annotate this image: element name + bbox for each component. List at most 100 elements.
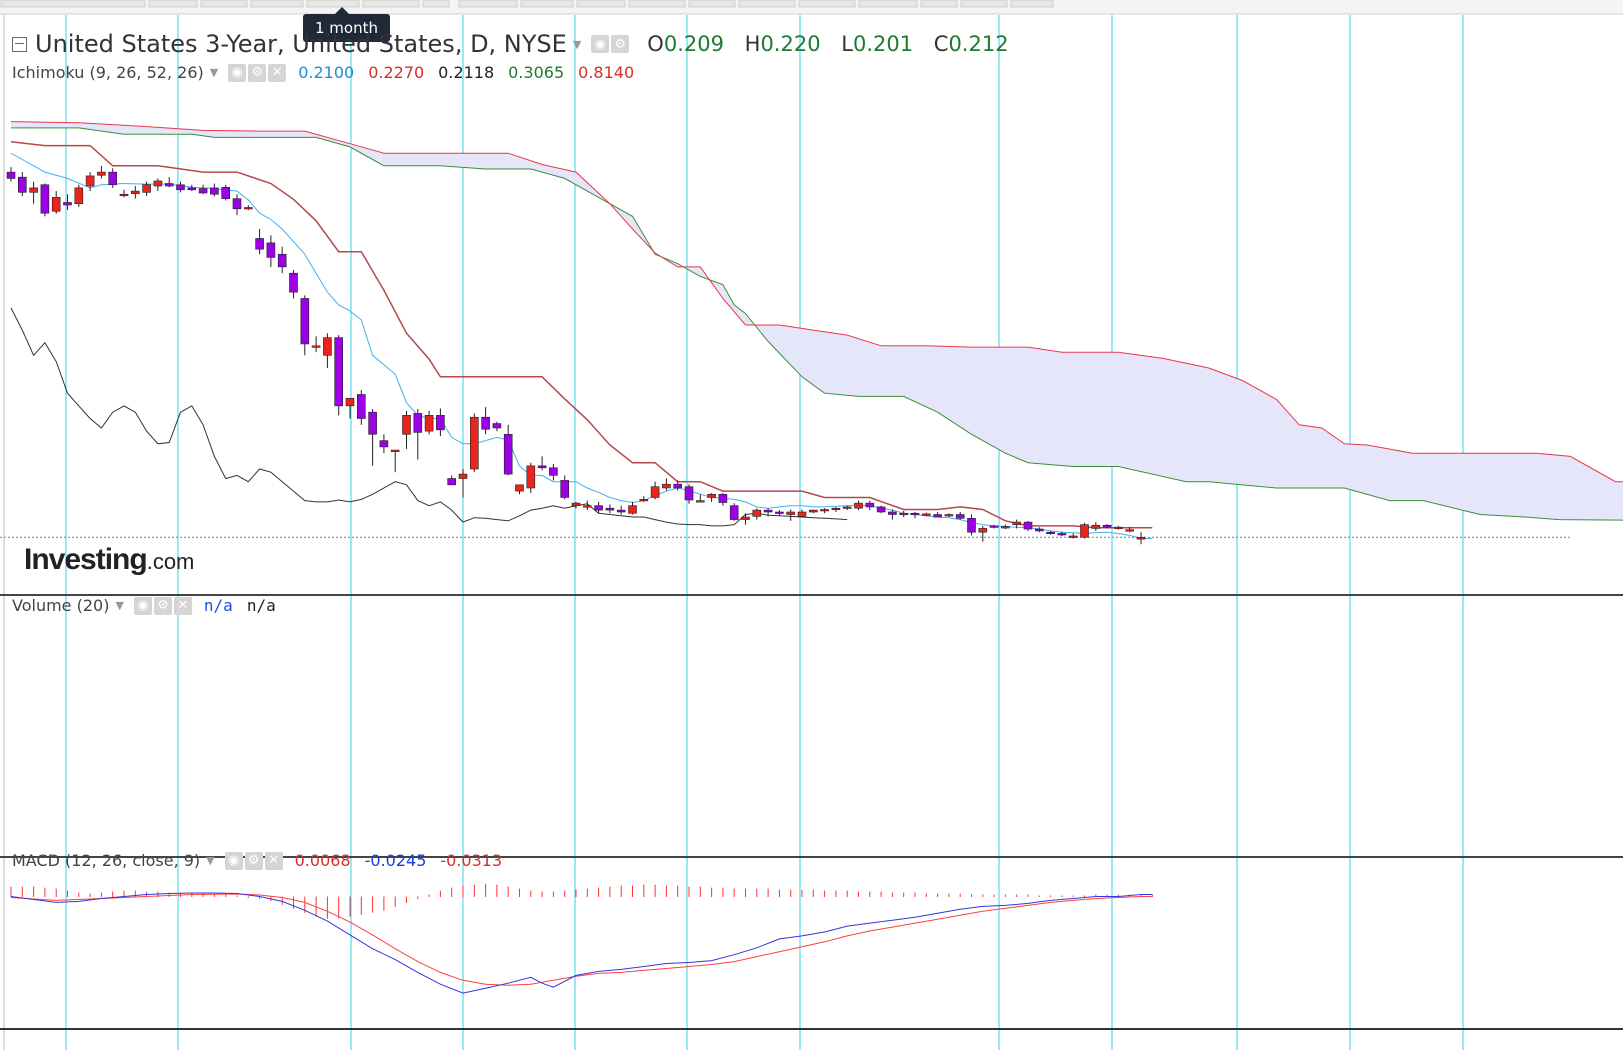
candle-body [255,238,264,250]
candle [673,480,683,491]
candle [447,475,457,486]
toolbar-button[interactable] [576,0,626,8]
ohlc-high-label: H [744,32,761,56]
candle-body [695,500,705,503]
gear-icon[interactable]: ⚙ [244,851,263,870]
candle-body [6,171,16,179]
candle [379,434,389,454]
candle-body [582,505,592,508]
candle [402,410,411,449]
candle [944,513,954,518]
candle-body [492,423,502,429]
candle-body [933,514,942,518]
toolbar-button[interactable] [920,0,958,8]
cloud-fill [11,121,1623,521]
candle [97,165,106,179]
candle [797,509,807,518]
candle [436,408,445,437]
candle [1035,527,1044,533]
candle-body [503,433,513,475]
candle-body [876,506,886,513]
candle [515,484,524,495]
toolbar-button[interactable] [250,0,304,8]
candle-body [323,337,332,356]
span-b-line [10,121,1623,483]
candle [763,508,773,517]
close-icon[interactable]: ✕ [264,851,283,870]
candle [345,397,355,419]
toolbar-button[interactable] [200,0,248,8]
candle [85,172,95,192]
candle [549,463,558,481]
toolbar-button[interactable] [738,0,796,8]
candle-body [266,242,276,258]
toolbar-button[interactable] [422,0,450,8]
macd-value-macd: -0.0245 [364,851,427,870]
candle [1091,522,1101,531]
volume-value-2: n/a [246,596,276,615]
candle [153,178,163,192]
collapse-icon[interactable] [12,36,27,52]
toolbar-button[interactable] [0,0,146,8]
candle [413,409,423,460]
gear-icon[interactable]: ⚙ [611,35,630,53]
candle [368,409,377,466]
chart-title: United States 3-Year, United States, D, … [35,30,567,58]
candle-body [549,467,558,476]
candle [424,410,434,435]
toolbar-button[interactable] [520,0,574,8]
toolbar-button[interactable] [1010,0,1054,8]
candle-body [944,514,954,517]
ichimoku-value-kijun: 0.2270 [368,63,425,82]
candle-body [831,507,841,511]
close-icon[interactable]: ✕ [268,63,287,82]
candle-body [413,413,423,433]
candle-body [40,184,50,214]
candle-body [571,502,581,506]
candle-body [1136,536,1146,540]
candle [910,511,920,519]
candle [921,512,931,517]
ohlc-low: 0.201 [852,32,914,56]
top-toolbar[interactable] [0,0,1623,15]
brand-logo: Investing.com [24,543,194,577]
candle [1102,523,1112,529]
toolbar-tooltip: 1 month [303,7,390,42]
candle [74,184,84,207]
candle-body [639,499,649,502]
eye-icon[interactable]: ◉ [133,596,152,615]
close-icon[interactable]: ✕ [173,596,192,615]
toolbar-button[interactable] [458,0,518,8]
toolbar-button[interactable] [688,0,736,8]
toolbar-button[interactable] [362,0,420,8]
macd-pane [10,883,1153,994]
ohlc-open: 0.209 [663,32,724,56]
toolbar-button[interactable] [858,0,918,8]
toolbar-button[interactable] [960,0,1008,8]
toolbar-button[interactable] [148,0,198,8]
toolbar-button[interactable] [798,0,856,8]
caret-down-icon[interactable]: ▼ [206,854,215,867]
candle [842,505,852,511]
eye-icon[interactable]: ◉ [591,35,610,53]
candle [582,500,592,511]
chikou-line [10,307,848,527]
caret-down-icon[interactable]: ▼ [209,66,219,79]
candle-body [74,187,84,205]
candle [933,511,942,518]
caret-down-icon[interactable]: ▼ [572,37,582,51]
candle [752,508,762,520]
candles [6,165,1146,545]
toolbar-button[interactable] [306,0,360,8]
toolbar-button[interactable] [628,0,686,8]
gear-icon[interactable]: ⚙ [248,63,267,82]
candle-body [560,480,570,498]
caret-down-icon[interactable]: ▼ [115,599,124,612]
ohlc-open-label: O [647,32,664,56]
candle [1080,522,1089,539]
gear-icon[interactable]: ⚙ [153,596,172,615]
pane-separators [0,15,1623,1050]
eye-icon[interactable]: ◉ [224,851,243,870]
eye-icon[interactable]: ◉ [228,63,247,82]
